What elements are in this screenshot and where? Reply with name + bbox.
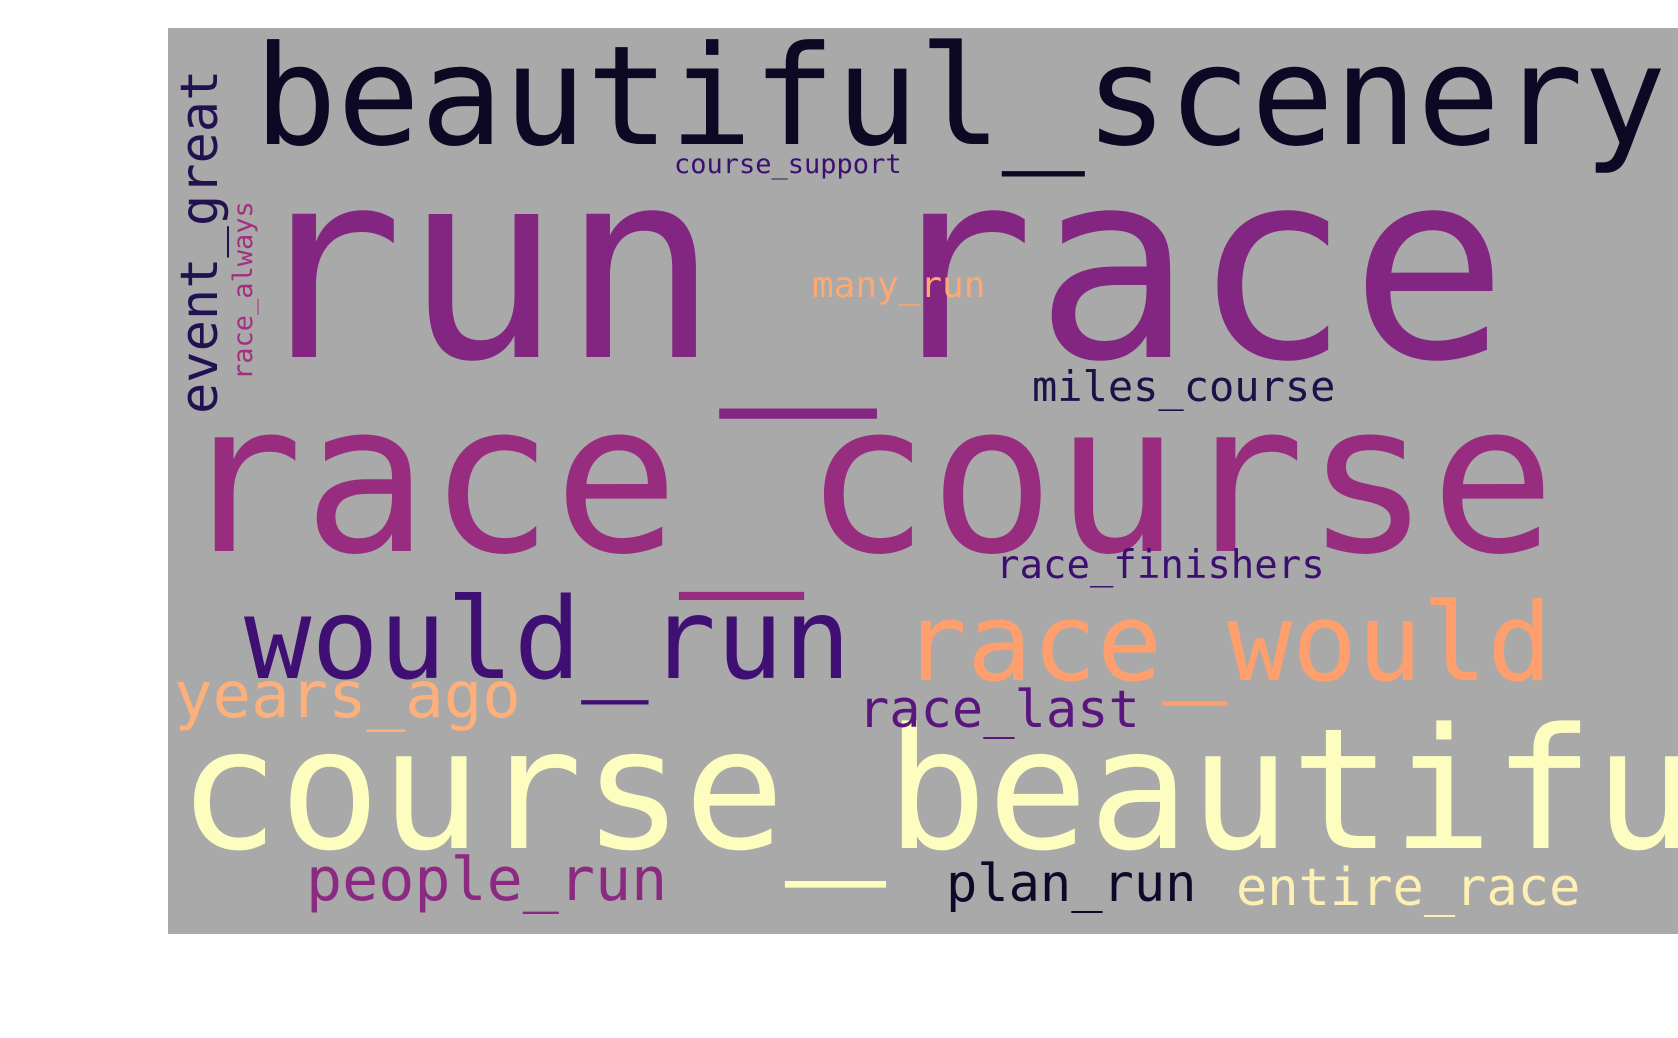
word-race-finishers: race_finishers	[996, 543, 1325, 588]
word-years-ago: years_ago	[174, 659, 521, 733]
word-cloud-panel: run_race race_course course_beautiful be…	[168, 28, 1678, 934]
word-would-run: would_run	[244, 575, 851, 705]
word-people-run: people_run	[306, 845, 668, 915]
word-many-run: many_run	[812, 265, 986, 306]
word-miles-course: miles_course	[1032, 362, 1336, 411]
word-course-beautiful: course_beautiful	[178, 692, 1678, 888]
word-race-always: race_always	[228, 201, 259, 380]
word-course-support: course_support	[674, 149, 902, 180]
word-event-great: event_great	[170, 69, 230, 414]
word-race-last: race_last	[858, 680, 1140, 740]
word-entire-race: entire_race	[1236, 858, 1581, 918]
word-race-course: race_course	[178, 359, 1556, 601]
word-race-would: race_would	[902, 581, 1553, 706]
word-run-race: run_race	[246, 114, 1508, 419]
word-beautiful-scenery: beautiful_scenery	[254, 28, 1667, 177]
word-plan-run: plan_run	[946, 854, 1197, 914]
